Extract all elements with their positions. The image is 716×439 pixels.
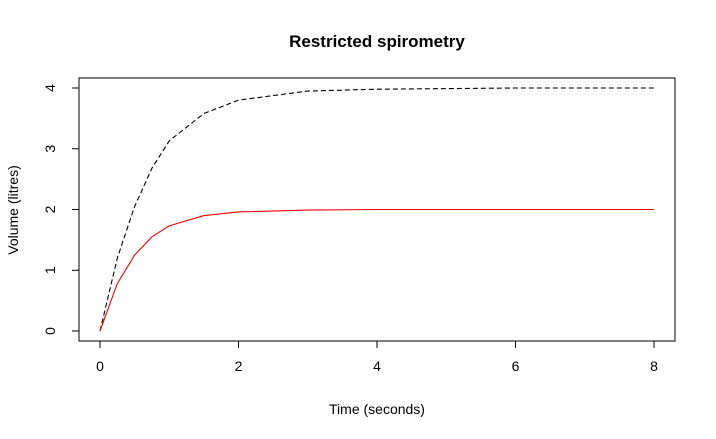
y-axis-label: Volume (litres) [5,165,21,254]
x-tick-label: 2 [235,358,243,374]
x-tick-label: 0 [96,358,104,374]
series-line-1 [99,87,654,332]
chart-title: Restricted spirometry [289,32,465,51]
y-tick-label: 3 [42,145,58,153]
x-tick-label: 6 [512,358,520,374]
y-tick-label: 4 [42,84,58,92]
x-tick-label: 8 [650,358,658,374]
x-tick-label: 4 [373,358,381,374]
y-tick-label: 1 [42,266,58,274]
series-line-2 [99,208,654,332]
x-axis: 0 2 4 6 8 [96,340,658,374]
y-axis: 0 1 2 3 4 [42,84,80,335]
y-tick-label: 2 [42,205,58,213]
y-tick-label: 0 [42,327,58,335]
series-group [99,87,654,332]
x-axis-label: Time (seconds) [329,401,425,417]
